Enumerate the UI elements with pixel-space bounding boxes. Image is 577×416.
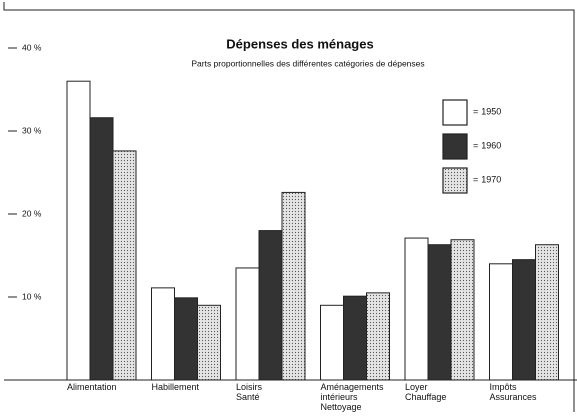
legend-name: 1960	[481, 141, 501, 151]
bar	[489, 263, 513, 381]
bar	[512, 259, 536, 381]
bar	[450, 239, 475, 381]
legend-name: 1950	[481, 107, 501, 117]
legend-label: = 1960	[473, 141, 501, 151]
x-tick-label-line: Aménagements	[321, 382, 385, 392]
legend-swatch	[442, 133, 468, 160]
frame	[3, 2, 575, 412]
bar	[427, 244, 452, 381]
x-tick-label: Habillement	[152, 382, 200, 392]
legend-swatch	[442, 167, 468, 194]
x-tick-label-line: Loyer	[405, 382, 428, 392]
bar	[235, 267, 260, 381]
bar	[174, 297, 198, 381]
bar	[258, 230, 283, 381]
x-tick-label: Aménagements intérieurs Nettoyage	[321, 382, 385, 412]
bar	[281, 191, 306, 381]
bar	[197, 304, 221, 381]
x-tick-label-line: Chauffage	[405, 392, 446, 402]
chart-title: Dépenses des ménages	[226, 36, 373, 51]
x-tick-label-line: Habillement	[152, 382, 200, 392]
x-tick-label-line: Santé	[236, 392, 260, 402]
legend-separator: =	[473, 175, 478, 185]
bar	[320, 304, 344, 381]
x-tick-label-line: Impôts	[490, 382, 518, 392]
x-tick-label: Impôts Assurances	[490, 382, 538, 402]
x-tick-label-line: Assurances	[490, 392, 538, 402]
x-tick-label-line: intérieurs	[321, 392, 359, 402]
bar	[366, 292, 390, 381]
legend-label: = 1950	[473, 107, 501, 117]
x-tick-label-line: Nettoyage	[321, 402, 362, 412]
bar	[343, 295, 367, 381]
bar	[112, 150, 137, 381]
chart-subtitle: Parts proportionnelles des différentes c…	[191, 58, 424, 68]
bar	[535, 244, 559, 381]
y-tick-label: 10 %	[22, 291, 42, 301]
x-tick-label-line: Loisirs	[236, 382, 263, 392]
x-tick-label: Alimentation	[67, 382, 117, 392]
x-tick-label: Loyer Chauffage	[405, 382, 446, 402]
x-tick-label: Loisirs Santé	[236, 382, 263, 402]
legend-separator: =	[473, 141, 478, 151]
y-tick-label: 40 %	[22, 42, 42, 52]
y-tick-label: 20 %	[22, 208, 42, 218]
legend-swatch	[442, 99, 468, 126]
legend-name: 1970	[481, 175, 501, 185]
bar	[66, 80, 91, 381]
bar	[89, 117, 114, 381]
legend-label: = 1970	[473, 175, 501, 185]
y-tick-label: 30 %	[22, 125, 42, 135]
bar	[404, 237, 429, 381]
legend-separator: =	[473, 107, 478, 117]
x-tick-label-line: Alimentation	[67, 382, 117, 392]
bar	[151, 287, 175, 381]
